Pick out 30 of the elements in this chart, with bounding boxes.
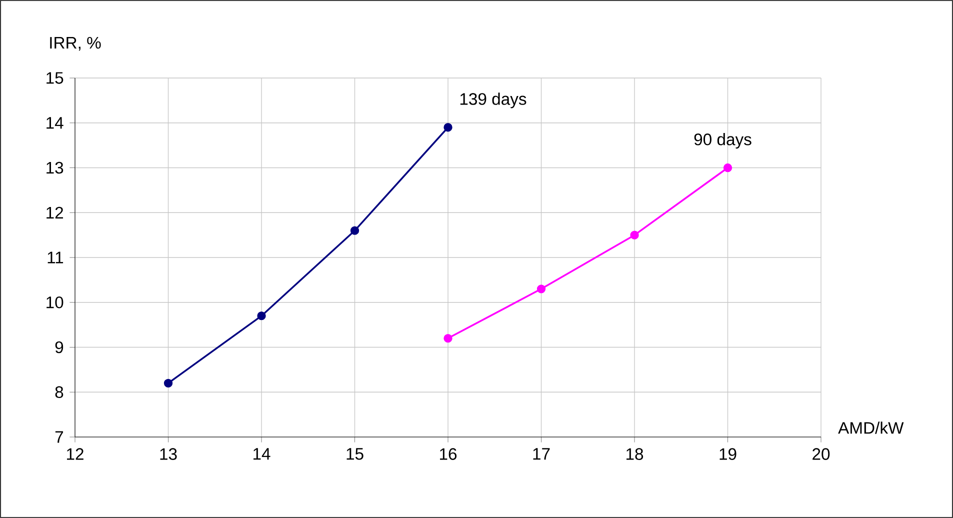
y-tick-label: 10 bbox=[46, 296, 64, 308]
point bbox=[164, 378, 173, 388]
series-label: 139 days bbox=[460, 92, 526, 108]
point bbox=[723, 163, 732, 172]
y-axis-title: IRR, % bbox=[50, 36, 101, 51]
x-tick-label: 15 bbox=[346, 448, 364, 460]
y-tick-label: 8 bbox=[55, 386, 64, 398]
y-tick-label: 13 bbox=[46, 162, 64, 174]
point bbox=[257, 312, 266, 320]
y-tick-label: 15 bbox=[46, 72, 64, 84]
point bbox=[350, 226, 360, 235]
series-label: 90 days bbox=[694, 133, 752, 149]
y-tick-label: 12 bbox=[46, 206, 64, 218]
x-tick-label: 20 bbox=[812, 448, 830, 460]
y-tick-label: 9 bbox=[55, 341, 64, 354]
y-tick-label: 11 bbox=[48, 252, 64, 264]
x-tick-label: 19 bbox=[720, 448, 736, 460]
x-tick-label: 17 bbox=[533, 448, 550, 460]
y-tick-label: 7 bbox=[55, 431, 64, 443]
x-axis-title: AMD/kW bbox=[838, 422, 904, 434]
y-tick-label: 14 bbox=[46, 117, 64, 129]
point bbox=[536, 284, 546, 294]
x-tick-label: 13 bbox=[160, 448, 177, 460]
x-tick-label: 16 bbox=[440, 448, 457, 460]
x-tick-label: 14 bbox=[254, 448, 270, 460]
point bbox=[444, 334, 452, 343]
point bbox=[444, 123, 452, 132]
x-tick-label: 12 bbox=[67, 448, 84, 460]
x-tick-label: 18 bbox=[626, 448, 644, 460]
point bbox=[630, 230, 639, 240]
